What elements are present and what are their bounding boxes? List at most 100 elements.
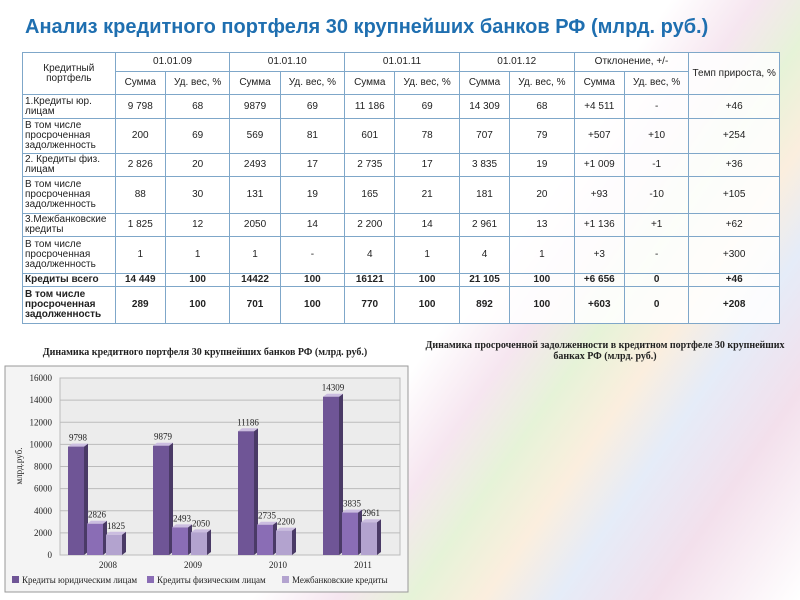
bar-top [191,529,211,533]
bar [68,446,84,555]
data-label: 2493 [173,513,192,523]
subheader-cell: Сумма [573,71,625,95]
value-cell: 19 [509,153,575,177]
legend-swatch [147,576,154,583]
value-cell: 131 [229,176,281,214]
bar-top [276,527,296,531]
data-label: 2826 [88,510,107,520]
bar-top [106,531,126,535]
legend-swatch [282,576,289,583]
value-cell: +1 [623,213,690,237]
data-label: 2961 [362,508,380,518]
bar [323,396,339,555]
data-label: 1825 [107,521,126,531]
value-cell: 20 [164,153,231,177]
value-cell: 100 [279,286,346,324]
value-cell: 1 825 [114,213,166,237]
bar [106,534,122,555]
value-cell: +208 [688,286,780,324]
value-cell: +300 [688,236,780,274]
y-axis-label: млрд.руб. [14,448,24,485]
y-tick-label: 0 [48,550,53,560]
value-cell: 2 200 [344,213,396,237]
y-tick-label: 4000 [34,506,53,516]
row-label: В том числе просроченная задолженность [22,236,116,274]
header-cell: Темп прироста, % [688,52,780,95]
value-cell: 601 [344,118,396,154]
y-tick-label: 2000 [34,528,53,538]
bar [361,522,377,555]
bar-top [68,443,88,447]
value-cell: - [623,94,690,119]
value-cell: 13 [509,213,575,237]
bar [87,523,103,555]
bar-top [172,524,192,528]
value-cell: 100 [394,286,460,324]
value-cell: +46 [688,94,780,119]
value-cell: 1 [229,236,281,274]
value-cell: +1 009 [573,153,625,177]
bar [276,530,292,555]
bar-top [238,428,258,432]
value-cell: 9879 [229,94,281,119]
data-label: 14309 [322,383,345,393]
value-cell: 770 [344,286,396,324]
value-cell: 17 [279,153,346,177]
value-cell: 1 [114,236,166,274]
value-cell: - [279,236,346,274]
value-cell: -1 [623,153,690,177]
y-tick-label: 16000 [30,373,53,383]
bar-side [292,527,296,555]
value-cell: 2 826 [114,153,166,177]
bar-top [257,521,277,525]
legend-label: Межбанковские кредиты [292,575,388,585]
value-cell: 100 [509,286,575,324]
bar [172,527,188,555]
value-cell: 1 [164,236,231,274]
chart2-title: Динамика просроченной задолженности в кр… [425,340,785,362]
value-cell: 12 [164,213,231,237]
data-label: 2735 [258,511,277,521]
x-tick-label: 2008 [99,560,118,570]
subheader-cell: Уд. вес, % [394,71,460,95]
y-tick-label: 6000 [34,484,53,494]
legend-label: Кредиты физическим лицам [157,575,266,585]
bar-top [153,442,173,446]
bar-top [323,393,343,397]
bar [342,512,358,555]
y-tick-label: 14000 [30,395,53,405]
data-table: Кредитный портфель 01.01.09 01.01.10 01.01.… [22,52,780,324]
legend-label: Кредиты юридическим лицам [22,575,137,585]
x-tick-label: 2009 [184,560,203,570]
value-cell: +254 [688,118,780,154]
chart-title: Динамика кредитного портфеля 30 крупнейш… [42,347,368,358]
bar [191,532,207,555]
value-cell: 892 [458,286,511,324]
value-cell: 20 [509,176,575,214]
bar-side [254,428,258,555]
legend-swatch [12,576,19,583]
bar [238,431,254,555]
value-cell: +1 136 [573,213,625,237]
value-cell: -10 [623,176,690,214]
slide-title: Анализ кредитного портфеля 30 крупнейших… [25,16,709,38]
value-cell: 78 [394,118,460,154]
value-cell: +3 [573,236,625,274]
value-cell: +4 511 [573,94,625,119]
y-tick-label: 12000 [30,417,53,427]
value-cell: +105 [688,176,780,214]
data-label: 2050 [192,518,211,528]
subheader-cell: Сумма [114,71,166,95]
value-cell: 30 [164,176,231,214]
value-cell: 0 [623,286,690,324]
y-tick-label: 10000 [30,439,53,449]
value-cell: 68 [509,94,575,119]
value-cell: 69 [164,118,231,154]
value-cell: 69 [394,94,460,119]
value-cell: +93 [573,176,625,214]
bar-top [342,509,362,513]
data-label: 9798 [69,433,88,443]
data-label: 11186 [237,417,259,427]
